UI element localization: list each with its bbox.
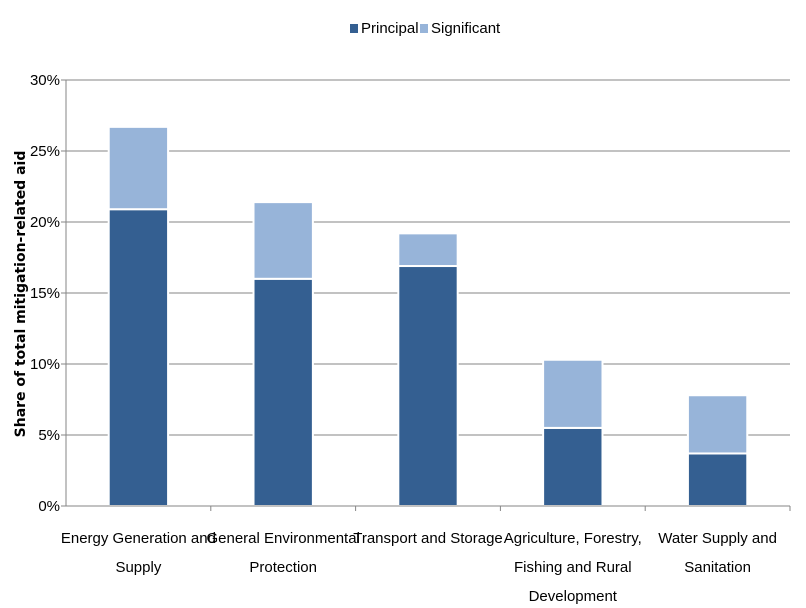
x-category-label: Water Supply and Sanitation	[658, 530, 777, 576]
y-tick-label: 25%	[30, 143, 60, 160]
y-tick-label: 20%	[30, 214, 60, 231]
y-axis-label: Share of total mitigation-related aid	[13, 151, 29, 438]
x-category-label: Agriculture, Forestry, Fishing and Rural D…	[504, 530, 642, 605]
legend-label-principal: Principal	[361, 20, 419, 37]
y-tick-label: 30%	[30, 72, 60, 89]
bar-segment-significant	[397, 232, 459, 268]
y-tick-labels: 0% 5% 10% 15% 20% 25% 30%	[30, 72, 60, 515]
legend: Principal Significant	[350, 20, 501, 37]
bar-segment-principal	[686, 452, 749, 507]
bar-segment-significant	[107, 125, 170, 211]
y-tick-label: 5%	[38, 427, 60, 444]
bar-segment-principal	[542, 426, 604, 507]
bar-segment-significant	[686, 394, 749, 455]
y-tick-label: 15%	[30, 285, 60, 302]
bar-segment-significant	[252, 201, 314, 280]
legend-swatch-principal	[350, 24, 358, 33]
bar-segment-significant	[542, 358, 604, 429]
bar-segment-principal	[107, 208, 170, 507]
legend-swatch-significant	[420, 24, 428, 33]
bar-segment-principal	[252, 277, 314, 507]
legend-label-significant: Significant	[431, 20, 501, 37]
bar-segment-principal	[397, 265, 459, 507]
x-category-label: Energy Generation and Supply	[61, 530, 216, 576]
y-tick-label: 10%	[30, 356, 60, 373]
y-tick-label: 0%	[38, 498, 60, 515]
bars	[107, 125, 749, 507]
axes	[65, 80, 791, 511]
x-category-label: General Environmental Protection	[206, 530, 359, 576]
x-category-label: Transport and Storage	[353, 530, 503, 547]
